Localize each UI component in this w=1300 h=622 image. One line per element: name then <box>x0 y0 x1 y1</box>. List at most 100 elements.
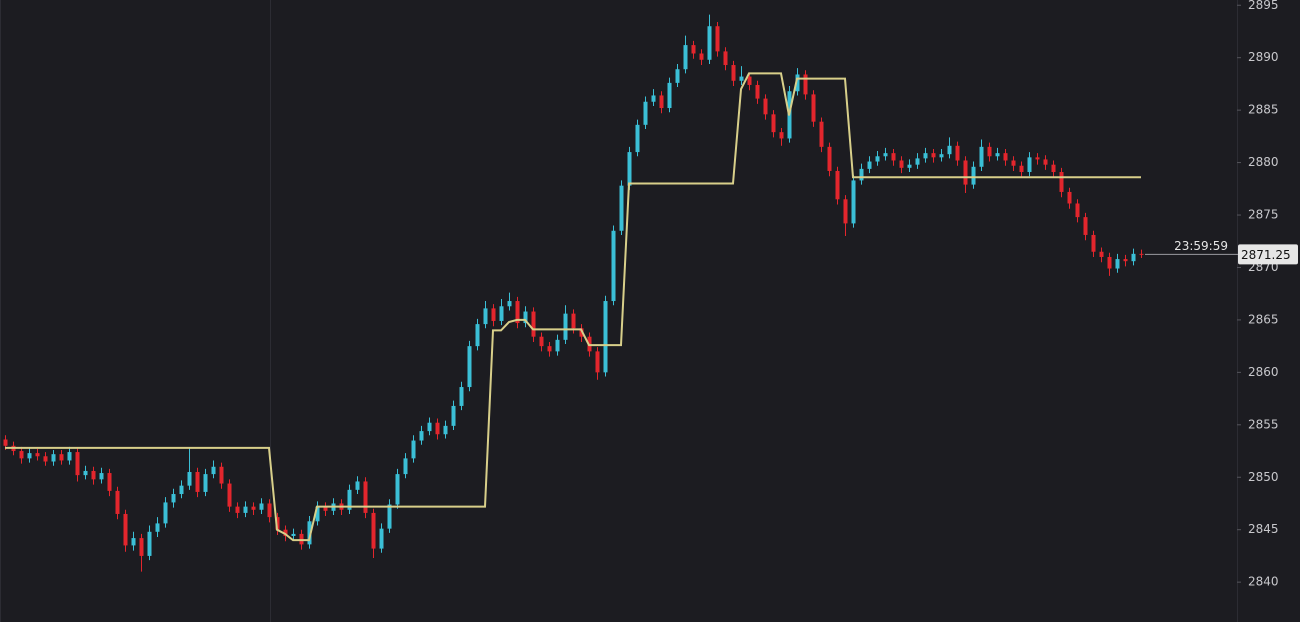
candle-body <box>1003 153 1008 161</box>
candle-body <box>259 503 264 510</box>
candle-body <box>1067 191 1072 204</box>
candle-body <box>427 422 432 432</box>
candle-body <box>539 336 544 347</box>
candle-body <box>3 439 8 446</box>
candle-body <box>523 311 528 324</box>
candle-body <box>275 517 280 530</box>
candle-body <box>211 466 216 475</box>
candle-body <box>675 69 680 83</box>
candle-body <box>1043 159 1048 165</box>
candle-body <box>643 101 648 125</box>
candle-body <box>371 512 376 549</box>
y-tick-label: 2880 <box>1248 155 1279 169</box>
candle-body <box>75 452 80 476</box>
candle-body <box>827 146 832 171</box>
candle-body <box>323 506 328 511</box>
candle-body <box>67 452 72 461</box>
candle-body <box>507 301 512 307</box>
candle-body <box>43 456 48 462</box>
candle-body <box>155 523 160 532</box>
candle-body <box>299 533 304 545</box>
candle-body <box>635 124 640 153</box>
candle-body <box>203 474 208 492</box>
candle-body <box>1011 160 1016 166</box>
candle-body <box>395 474 400 505</box>
candle-body <box>707 26 712 60</box>
candle-body <box>115 490 120 514</box>
candle-body <box>347 489 352 510</box>
candle-body <box>835 170 840 200</box>
candle-body <box>1091 234 1096 252</box>
candle-body <box>1107 256 1112 269</box>
candle-body <box>363 481 368 513</box>
candle-body <box>1123 259 1128 262</box>
candle-body <box>59 454 64 461</box>
candle-body <box>731 65 736 81</box>
candle-body <box>283 529 288 536</box>
candle-body <box>747 76 752 85</box>
candle-body <box>779 132 784 139</box>
y-tick-label: 2885 <box>1248 103 1279 117</box>
candle-body <box>819 121 824 147</box>
candle-body <box>403 458 408 475</box>
candle-body <box>467 346 472 388</box>
y-tick-label: 2850 <box>1248 470 1279 484</box>
candle-body <box>803 74 808 95</box>
y-tick-label: 2875 <box>1248 208 1279 222</box>
candle-body <box>771 114 776 133</box>
candle-body <box>963 160 968 185</box>
candle-body <box>1051 164 1056 173</box>
last-price-box <box>1238 244 1298 265</box>
candle-body <box>691 45 696 54</box>
candle-body <box>107 473 112 491</box>
candle-body <box>379 528 384 549</box>
candle-body <box>619 185 624 231</box>
candle-body <box>1035 157 1040 160</box>
candle-body <box>475 324 480 347</box>
candle-body <box>187 472 192 486</box>
candle-body <box>307 521 312 545</box>
candle-body <box>875 156 880 162</box>
candle-body <box>1115 259 1120 269</box>
candle-body <box>843 199 848 224</box>
candle-body <box>243 506 248 513</box>
candle-body <box>571 313 576 329</box>
candle-body <box>667 82 672 109</box>
candle-body <box>139 538 144 556</box>
candle-body <box>1099 251 1104 257</box>
candle-body <box>99 473 104 480</box>
candle-body <box>451 405 456 426</box>
candle-body <box>979 146 984 167</box>
candle-body <box>227 483 232 507</box>
candle-body <box>123 513 128 546</box>
candle-body <box>419 431 424 441</box>
candle-body <box>859 168 864 181</box>
candle-body <box>1131 253 1136 262</box>
candle-body <box>883 153 888 157</box>
candle-body <box>699 53 704 60</box>
candle-body <box>83 470 88 476</box>
candle-body <box>891 153 896 161</box>
candle-body <box>939 154 944 158</box>
candle-body <box>219 466 224 484</box>
candle-body <box>267 503 272 518</box>
candle-body <box>251 506 256 510</box>
candle-body <box>499 306 504 321</box>
candle-body <box>459 387 464 406</box>
overlay-line <box>5 72 1141 542</box>
candle-body <box>235 506 240 513</box>
candle-body <box>171 494 176 503</box>
candle-body <box>683 45 688 70</box>
y-tick-label: 2865 <box>1248 312 1279 326</box>
candle-body <box>595 351 600 373</box>
candle-body <box>867 161 872 169</box>
candle-body <box>603 301 608 373</box>
candle-body <box>931 153 936 158</box>
y-tick-label: 2840 <box>1248 575 1279 589</box>
candle-body <box>315 506 320 522</box>
candle-body <box>163 502 168 524</box>
candle-body <box>443 425 448 435</box>
candle-body <box>715 26 720 52</box>
